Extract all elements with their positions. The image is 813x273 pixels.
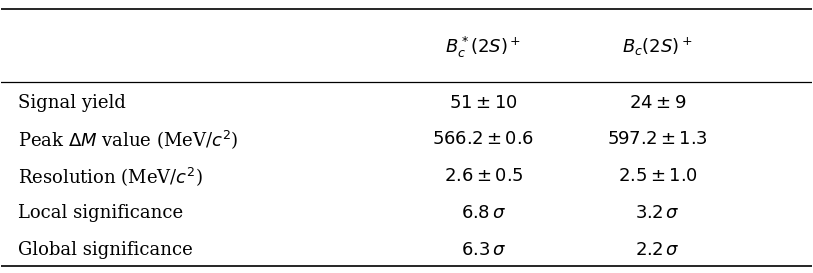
Text: $6.3\,\sigma$: $6.3\,\sigma$ [461, 241, 506, 259]
Text: $6.8\,\sigma$: $6.8\,\sigma$ [461, 204, 506, 222]
Text: $597.2 \pm 1.3$: $597.2 \pm 1.3$ [607, 130, 708, 149]
Text: Peak $\Delta M$ value (MeV/$c^2$): Peak $\Delta M$ value (MeV/$c^2$) [18, 128, 238, 151]
Text: $3.2\,\sigma$: $3.2\,\sigma$ [636, 204, 680, 222]
Text: $B_c^*(2S)^+$: $B_c^*(2S)^+$ [446, 35, 521, 60]
Text: $2.6 \pm 0.5$: $2.6 \pm 0.5$ [444, 167, 524, 185]
Text: $B_c(2S)^+$: $B_c(2S)^+$ [623, 36, 693, 58]
Text: $2.5 \pm 1.0$: $2.5 \pm 1.0$ [618, 167, 698, 185]
Text: Resolution (MeV/$c^2$): Resolution (MeV/$c^2$) [18, 165, 202, 188]
Text: Signal yield: Signal yield [18, 94, 125, 112]
Text: Local significance: Local significance [18, 204, 183, 222]
Text: $51 \pm 10$: $51 \pm 10$ [450, 94, 518, 112]
Text: Global significance: Global significance [18, 241, 193, 259]
Text: $24 \pm 9$: $24 \pm 9$ [629, 94, 686, 112]
Text: $2.2\,\sigma$: $2.2\,\sigma$ [636, 241, 680, 259]
Text: $566.2 \pm 0.6$: $566.2 \pm 0.6$ [433, 130, 534, 149]
